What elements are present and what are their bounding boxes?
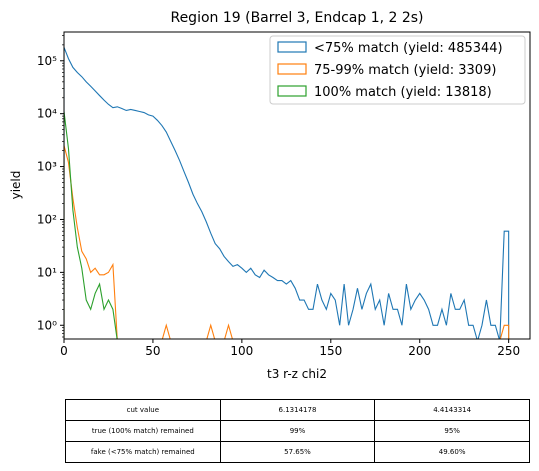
y-tick-label: 10³ [37, 160, 57, 174]
histogram-series-0 [64, 47, 510, 339]
x-tick-label: 50 [145, 344, 160, 358]
x-tick-label: 0 [60, 344, 68, 358]
plot-frame [63, 31, 531, 340]
x-tick-label: 150 [319, 344, 342, 358]
legend-swatch-low-match [277, 41, 307, 53]
table-cell: true (100% match) remained [65, 420, 221, 442]
y-tick-label: 10⁴ [37, 107, 57, 121]
histogram-series-1 [64, 145, 510, 339]
table-cell: 99% [219, 420, 376, 442]
table-cell: cut value [65, 399, 221, 421]
x-axis-label: t3 r-z chi2 [267, 367, 327, 381]
y-tick-label: 10¹ [37, 265, 57, 279]
table-cell: 49.60% [374, 441, 530, 463]
y-tick-label: 10⁵ [37, 54, 57, 68]
table-row: true (100% match) remained 99% 95% [65, 420, 530, 442]
table-cell: fake (<75% match) remained [65, 441, 221, 463]
chart: Region 19 (Barrel 3, Endcap 1, 2 2s) 0 50… [9, 10, 531, 381]
histogram-series-2 [64, 111, 118, 339]
y-tick-label: 10² [37, 212, 57, 226]
y-tick-label: 10⁰ [37, 318, 57, 332]
x-tick-label: 200 [408, 344, 431, 358]
table-cell: 4.4143314 [374, 399, 530, 421]
legend-label-mid-match: 75-99% match (yield: 3309) [314, 63, 496, 78]
legend-swatch-mid-match [277, 63, 307, 75]
table-cell: 57.65% [219, 441, 376, 463]
table-cell: 95% [374, 420, 530, 442]
legend-label-low-match: <75% match (yield: 485344) [314, 41, 503, 56]
legend-box [269, 35, 526, 105]
legend-swatch-full-match [277, 85, 307, 97]
chart-title: Region 19 (Barrel 3, Endcap 1, 2 2s) [170, 10, 423, 26]
table-cell: 6.1314178 [219, 399, 376, 421]
x-tick-label: 100 [230, 344, 253, 358]
table-row: fake (<75% match) remained 57.65% 49.60% [65, 441, 530, 463]
cut-summary-table: cut value 6.1314178 4.4143314 true (100%… [65, 399, 530, 463]
legend-label-full-match: 100% match (yield: 13818) [314, 85, 492, 100]
y-axis-label: yield [9, 171, 23, 200]
table-row: cut value 6.1314178 4.4143314 [65, 399, 530, 421]
legend: <75% match (yield: 485344) 75-99% match … [269, 35, 526, 105]
x-tick-label: 250 [497, 344, 520, 358]
